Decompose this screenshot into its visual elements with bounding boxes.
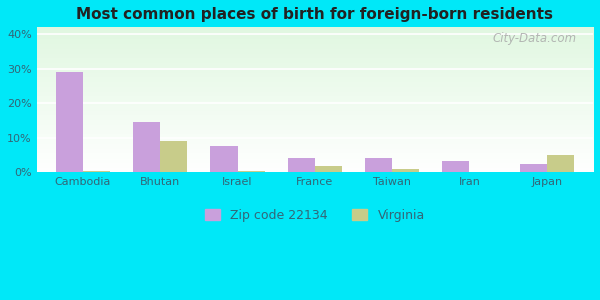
Bar — [56, 72, 83, 172]
Bar — [547, 155, 574, 172]
Bar — [133, 122, 160, 172]
Bar — [211, 146, 238, 172]
Legend: Zip code 22134, Virginia: Zip code 22134, Virginia — [200, 204, 430, 227]
Bar — [288, 158, 315, 172]
Text: City-Data.com: City-Data.com — [492, 32, 577, 45]
Bar — [238, 171, 265, 172]
Bar — [392, 169, 419, 172]
Bar — [83, 171, 110, 172]
Bar — [520, 164, 547, 172]
Title: Most common places of birth for foreign-born residents: Most common places of birth for foreign-… — [76, 7, 553, 22]
Bar — [315, 167, 342, 172]
Bar — [442, 161, 469, 172]
Bar — [365, 158, 392, 172]
Bar — [160, 141, 187, 172]
